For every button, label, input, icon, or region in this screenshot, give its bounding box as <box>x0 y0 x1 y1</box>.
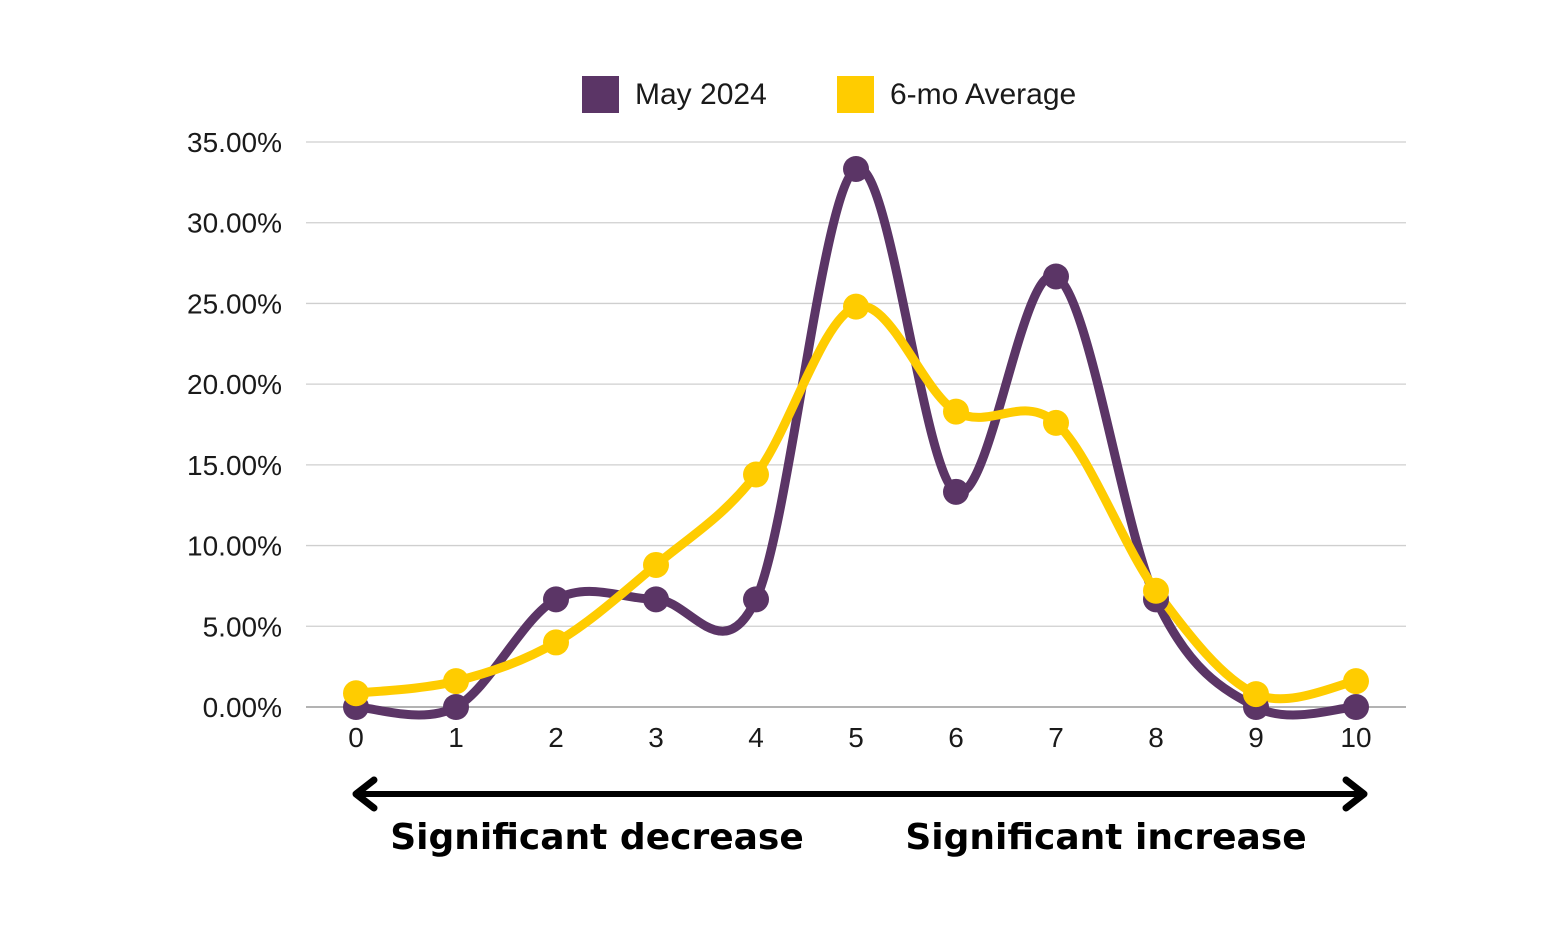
x-tick-label: 4 <box>748 722 764 753</box>
legend-label-6mo-average: 6-mo Average <box>890 78 1076 111</box>
y-tick-label: 25.00% <box>187 288 282 319</box>
data-point-6-mo-average <box>943 398 969 425</box>
series-line-6-mo-average <box>351 301 1361 704</box>
data-point-may-2024 <box>943 478 969 505</box>
data-point-may-2024 <box>443 694 469 720</box>
data-point-6-mo-average <box>843 293 869 320</box>
data-point-may-2024 <box>1343 694 1369 720</box>
annotation-significant-decrease: Significant decrease <box>390 817 804 858</box>
x-tick-label: 0 <box>348 722 364 753</box>
arrow-head-left <box>352 776 378 812</box>
y-tick-label: 30.00% <box>187 208 282 239</box>
gridlines <box>306 141 1406 708</box>
data-point-6-mo-average <box>643 551 669 578</box>
data-point-6-mo-average <box>1343 668 1369 695</box>
legend-swatch-6mo-average <box>837 76 874 113</box>
data-point-may-2024 <box>843 155 869 182</box>
y-axis-ticks: 0.00% 5.00% 10.00% 15.00% 20.00% 25.00% 30.00%… <box>187 127 282 723</box>
x-tick-label: 8 <box>1148 722 1164 753</box>
data-point-6-mo-average <box>1043 409 1069 436</box>
series-line-may-2024 <box>351 164 1361 720</box>
annotation-significant-increase: Significant increase <box>905 817 1306 858</box>
x-tick-label: 1 <box>448 722 464 753</box>
series-points <box>343 155 1369 720</box>
data-point-may-2024 <box>543 586 569 613</box>
y-tick-label: 0.00% <box>203 692 282 723</box>
y-tick-label: 15.00% <box>187 450 282 481</box>
data-point-6-mo-average <box>1243 681 1269 708</box>
x-tick-label: 3 <box>648 722 664 753</box>
x-tick-label: 2 <box>548 722 564 753</box>
x-tick-label: 9 <box>1248 722 1264 753</box>
data-point-6-mo-average <box>1143 577 1169 604</box>
data-point-may-2024 <box>643 586 669 613</box>
x-tick-label: 5 <box>848 722 864 753</box>
y-tick-label: 10.00% <box>187 531 282 562</box>
data-point-6-mo-average <box>743 461 769 488</box>
series-lines <box>351 164 1361 720</box>
x-tick-label: 6 <box>948 722 964 753</box>
data-point-6-mo-average <box>443 668 469 695</box>
x-tick-label: 10 <box>1340 722 1371 753</box>
y-tick-label: 35.00% <box>187 127 282 158</box>
x-tick-label: 7 <box>1048 722 1064 753</box>
y-tick-label: 5.00% <box>203 611 282 642</box>
legend: May 2024 6-mo Average <box>582 76 1076 113</box>
legend-label-may-2024: May 2024 <box>635 78 767 111</box>
arrow-head-right <box>1342 776 1368 812</box>
data-point-6-mo-average <box>343 680 369 707</box>
data-point-6-mo-average <box>543 629 569 656</box>
legend-swatch-may-2024 <box>582 76 619 113</box>
data-point-may-2024 <box>743 586 769 613</box>
y-tick-label: 20.00% <box>187 369 282 400</box>
direction-arrow <box>352 776 1368 812</box>
data-point-may-2024 <box>1043 263 1069 290</box>
x-axis-ticks: 0 1 2 3 4 5 6 7 8 9 10 <box>348 722 1371 753</box>
